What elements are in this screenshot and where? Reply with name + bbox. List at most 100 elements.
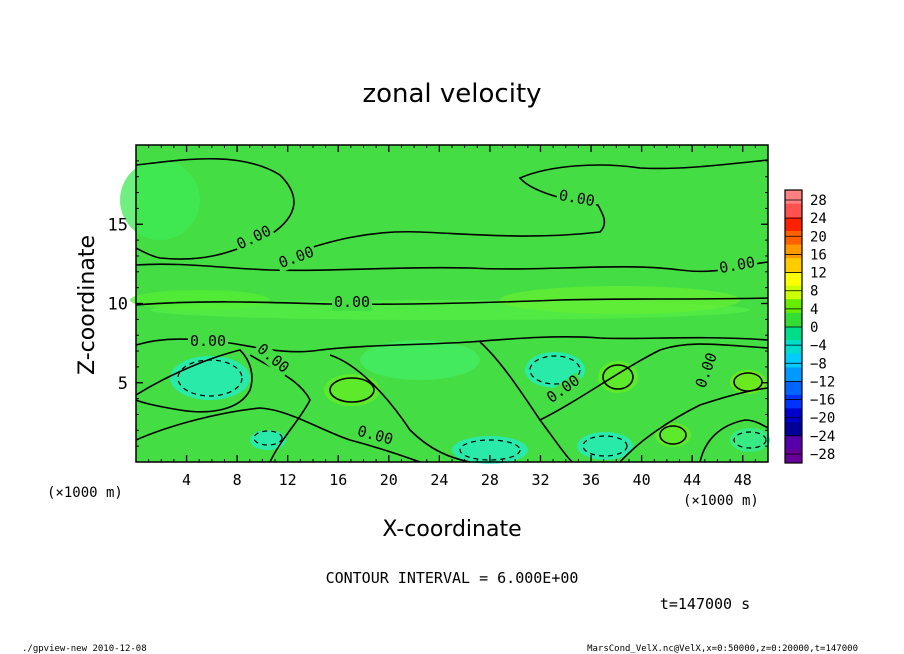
colorbar-segment [785,422,802,437]
colorbar-segment [785,353,802,368]
contour-label: 0.00 [332,293,372,311]
x-tick-label: 44 [683,471,701,489]
negative-contours [177,355,767,461]
x-tick-label: 40 [633,471,651,489]
contour-line [459,439,521,461]
contour-line [329,377,375,403]
colorbar-label: −4 [810,338,827,354]
time-text: t=147000 s [660,595,750,613]
field-region [250,430,286,450]
plot-area: 0.000.000.000.000.000.00 0.000.000.000.00… [108,144,770,489]
contour-label: 0.00 [555,186,598,211]
y-tick-label: 5 [118,374,128,394]
colorbar-segment [785,367,802,382]
contour-label-text: 0.00 [718,253,757,277]
contour-interval-text: CONTOUR INTERVAL = 6.000E+00 [326,569,579,587]
colorbar-segment [785,299,802,314]
contour-line [659,425,687,445]
chart-title: zonal velocity [362,79,541,109]
y-tick-label: 15 [108,215,128,235]
colorbar-label: 8 [810,284,818,300]
x-tick-label: 32 [531,471,549,489]
field-region [452,436,528,464]
colorbar-label: −28 [810,447,835,463]
colorbar-segment [785,285,802,300]
footer-left: ./gpview-new 2010-12-08 [22,644,147,654]
field-region [500,286,740,314]
contour-label-bg [693,349,722,393]
field-region [120,160,200,240]
contour-line [135,407,421,463]
x-tick-label: 8 [233,471,242,489]
contour-label: 0.00 [716,253,759,278]
colorbar-segment [785,230,802,246]
x-tick-label: 48 [734,471,752,489]
contour-label-bg [716,255,759,278]
field-region [577,432,633,460]
contour-line [733,372,763,392]
contour-line [177,359,243,397]
x-tick-label: 16 [329,471,347,489]
x-tick-label: 36 [582,471,600,489]
y-tick-label: 10 [108,295,128,315]
y-axis-title: Z-coordinate [75,235,100,375]
colorbar-label: 20 [810,229,827,245]
field-region [360,340,480,380]
x-tick-label: 12 [279,471,297,489]
colorbar-label: −16 [810,393,835,409]
field-region [324,374,380,406]
x-tick-label: 24 [430,471,448,489]
colorbar-label: 4 [810,302,818,318]
colorbar-label: −24 [810,429,835,445]
contour-line [135,335,769,353]
contour-lines [135,158,769,463]
contour-label-text: 0.00 [190,332,226,350]
contour-line [539,343,769,421]
contour-label-text: 0.00 [558,186,597,210]
contour-label-text: 0.00 [334,293,370,311]
contour-line [135,158,295,260]
x-tick-label: 4 [182,471,191,489]
x-tick-label: 28 [481,471,499,489]
contour-line [479,341,573,463]
colorbar-segment [785,190,802,205]
colorbar-segment [785,394,802,409]
colorbar-label: −20 [810,411,835,427]
y-axis: 5 10 15 [108,160,768,447]
colorbar-label: 0 [810,320,818,336]
contour-label-bg [353,424,397,450]
colorbar-segment [785,435,802,450]
colorbar-segment [785,340,802,355]
x-axis-title: X-coordinate [382,517,521,542]
colorbar-segment [785,449,802,464]
contour-label-bg [555,188,598,211]
contour-label-bg [188,335,228,350]
contour-line [529,355,581,385]
contour-line [329,354,471,463]
contour-line [135,349,253,413]
contour-label-bg [233,223,276,255]
contour-line [699,419,769,463]
contour-line [135,261,769,273]
colorbar-segment [785,258,802,273]
colorbar-segment [785,381,802,396]
colorbar-segment [785,408,802,423]
contour-line [135,297,769,306]
contour-label-bg [543,372,585,408]
contour-line [602,364,634,390]
contour-label-bg [332,296,372,311]
x-axis: 4 8 12 16 20 24 28 32 36 40 44 48 [148,145,756,489]
colorbar-label: −8 [810,356,827,372]
colorbar-label: 16 [810,247,827,263]
colorbar-segment [785,203,802,218]
contour-line [253,430,283,446]
field-region [170,356,250,400]
colorbar-segment [785,244,802,259]
colorbar-segment [785,326,802,341]
colorbar-segment [785,271,802,287]
contour-label-bg [252,340,293,378]
footer-right: MarsCond_VelX.nc@VelX,x=0:50000,z=0:2000… [587,644,858,654]
colorbar-segment [785,217,802,232]
y-axis-unit: (×1000 m) [47,485,123,501]
